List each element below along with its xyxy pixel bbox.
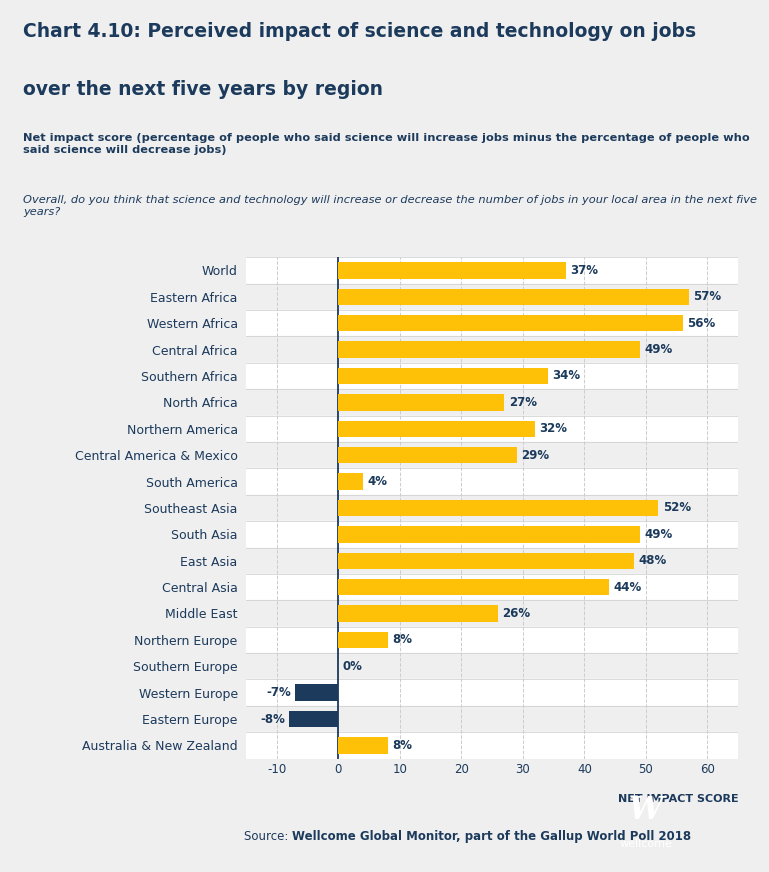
Text: 52%: 52% (663, 501, 691, 514)
Text: Net impact score (percentage of people who said science will increase jobs minus: Net impact score (percentage of people w… (23, 133, 750, 154)
Bar (338, 737, 388, 753)
Bar (246, 732, 738, 759)
Bar (289, 711, 338, 727)
Text: 49%: 49% (644, 343, 672, 356)
Text: 0%: 0% (343, 660, 362, 673)
Text: 56%: 56% (687, 317, 715, 330)
Text: -8%: -8% (260, 712, 285, 726)
Text: 37%: 37% (571, 264, 598, 277)
Bar (338, 289, 689, 305)
Bar (246, 679, 738, 705)
Text: W: W (629, 795, 663, 827)
Bar (338, 368, 548, 385)
Bar (338, 553, 634, 569)
Text: Overall, do you think that science and technology will increase or decrease the : Overall, do you think that science and t… (23, 195, 757, 217)
Bar (338, 500, 658, 516)
Bar (295, 685, 338, 701)
Text: 8%: 8% (392, 633, 412, 646)
Bar (246, 600, 738, 627)
Bar (338, 342, 640, 358)
Bar (246, 705, 738, 732)
Text: 26%: 26% (503, 607, 531, 620)
Bar (246, 494, 738, 521)
Bar (246, 416, 738, 442)
Bar (246, 363, 738, 389)
Bar (246, 521, 738, 548)
Bar (246, 442, 738, 468)
Bar (246, 574, 738, 600)
Text: 49%: 49% (644, 528, 672, 541)
Bar (246, 653, 738, 679)
Text: NET IMPACT SCORE: NET IMPACT SCORE (618, 794, 738, 804)
Bar (338, 526, 640, 542)
Text: 48%: 48% (638, 555, 666, 567)
Text: Source:: Source: (244, 830, 292, 843)
Text: 44%: 44% (614, 581, 641, 594)
Bar (338, 447, 517, 463)
Bar (246, 548, 738, 574)
Bar (338, 420, 535, 437)
Text: Chart 4.10: Perceived impact of science and technology on jobs: Chart 4.10: Perceived impact of science … (23, 22, 696, 41)
Text: 27%: 27% (509, 396, 537, 409)
Bar (338, 394, 504, 411)
Bar (246, 283, 738, 310)
Bar (338, 473, 363, 490)
Text: 8%: 8% (392, 739, 412, 752)
Text: 4%: 4% (368, 475, 388, 488)
Bar (246, 627, 738, 653)
Bar (338, 631, 388, 648)
Text: wellcome: wellcome (620, 839, 672, 849)
Bar (246, 389, 738, 416)
Bar (246, 337, 738, 363)
Bar (338, 315, 683, 331)
Text: -7%: -7% (266, 686, 291, 699)
Text: 57%: 57% (694, 290, 721, 303)
Text: 34%: 34% (552, 370, 580, 383)
Bar (246, 257, 738, 283)
Bar (246, 468, 738, 494)
Bar (338, 579, 609, 596)
Text: 32%: 32% (540, 422, 568, 435)
Bar (338, 605, 498, 622)
Bar (246, 310, 738, 337)
Text: over the next five years by region: over the next five years by region (23, 79, 383, 99)
Bar (338, 262, 566, 279)
Text: 29%: 29% (521, 449, 549, 461)
Text: Wellcome Global Monitor, part of the Gallup World Poll 2018: Wellcome Global Monitor, part of the Gal… (292, 830, 691, 843)
